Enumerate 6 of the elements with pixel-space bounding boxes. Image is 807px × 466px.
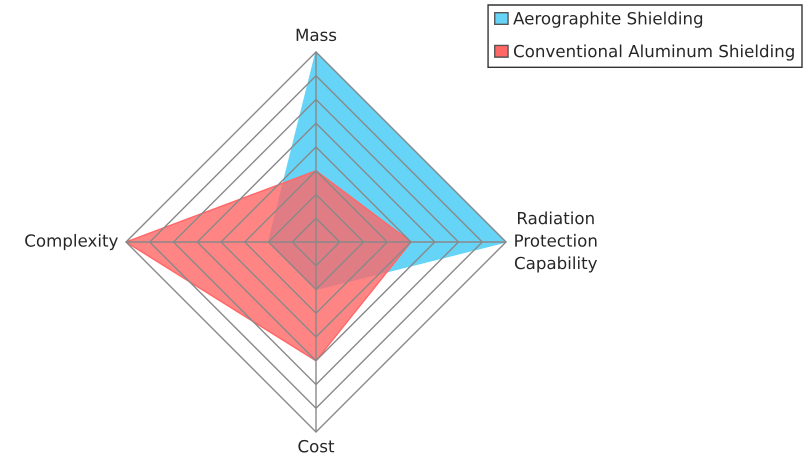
spoke-label: Radiation Protection Capability [514, 211, 598, 273]
spoke-label: Complexity [25, 234, 118, 250]
legend-label: Conventional Aluminum Shielding [514, 44, 794, 61]
spoke-label: Cost [298, 440, 334, 452]
spoke-label: Mass [296, 28, 336, 42]
legend-label: Aerographite Shielding [513, 12, 702, 28]
